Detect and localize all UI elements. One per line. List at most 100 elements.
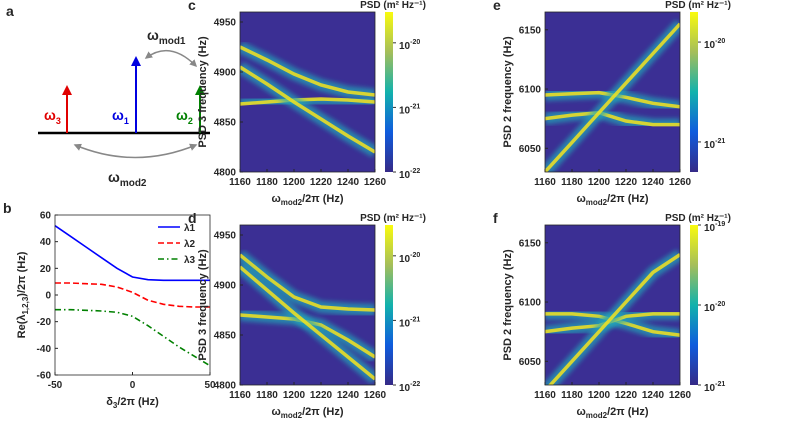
plot-background: [55, 215, 210, 375]
tick-exponent: -22: [410, 168, 420, 175]
x-tick-label: 1220: [615, 177, 638, 188]
tick-exponent: -20: [410, 252, 420, 259]
y-tick-label: -20: [37, 317, 52, 328]
tick-base: 10: [399, 170, 411, 181]
subscript: 2: [188, 116, 193, 126]
mod-label: ωmod2: [108, 169, 147, 189]
mod-label: ωmod1: [147, 27, 186, 47]
spectrogram: [240, 250, 375, 384]
line: [55, 308, 211, 367]
spectral-band: [548, 253, 680, 385]
colorbar: [385, 225, 393, 385]
symbol: ω: [147, 27, 159, 43]
tick-exponent: -21: [410, 103, 420, 110]
tick-base: 10: [704, 383, 716, 394]
colorbar-tick-label: 10-20: [399, 39, 420, 52]
spectral-band: [240, 45, 375, 97]
label-text: δ: [106, 396, 113, 408]
x-tick-label: 1180: [256, 177, 278, 188]
legend-label: λ3: [184, 255, 196, 266]
x-tick-label: 1160: [534, 390, 556, 401]
colorbar: [385, 12, 393, 172]
spectral-band: [545, 110, 680, 127]
x-tick-label: 1220: [615, 390, 638, 401]
panel-label: f: [493, 210, 498, 226]
omega-label: ω3: [44, 107, 61, 126]
panel-label: b: [3, 200, 12, 216]
x-tick-label: 1240: [642, 177, 665, 188]
x-tick-label: 1160: [229, 390, 251, 401]
label-text: /2π (Hz): [607, 193, 649, 205]
colorbar-tick-label: 10-19: [704, 221, 725, 234]
colorbar-title: PSD (m² Hz⁻¹): [360, 213, 426, 224]
tick-exponent: -22: [410, 381, 420, 388]
plot-frame: [239, 224, 376, 386]
x-tick-label: 1160: [534, 177, 556, 188]
colorbar-title: PSD (m² Hz⁻¹): [360, 0, 426, 11]
axis-label: δ3/2π (Hz): [106, 396, 159, 410]
panel-label: a: [6, 3, 14, 19]
y-tick-label: 60: [40, 211, 52, 222]
tick-exponent: -20: [715, 301, 725, 308]
colorbar-tick-label: 10-21: [399, 316, 420, 329]
subscript: mod2: [120, 178, 147, 189]
omega-label: ω2: [176, 107, 193, 126]
colorbar: [690, 225, 698, 385]
x-tick-label: 1180: [256, 390, 278, 401]
y-tick-label: 4800: [214, 381, 237, 392]
legend-label: λ2: [184, 239, 196, 250]
y-tick-label: 4900: [214, 68, 237, 79]
x-tick-label: 1200: [283, 390, 306, 401]
label-subscript: 3: [113, 401, 118, 410]
y-tick-label: 4850: [214, 331, 237, 342]
label-subscript: mod2: [586, 411, 608, 420]
axis-label: Re(λ1,2,3)/2π (Hz): [16, 251, 30, 338]
subscript: 3: [56, 116, 61, 126]
panel-label: c: [188, 0, 196, 13]
tick-base: 10: [704, 140, 716, 151]
label-text: ω: [576, 193, 585, 205]
y-tick-label: 4900: [214, 281, 237, 292]
colorbar-tick-label: 10-21: [399, 103, 420, 116]
tick-base: 10: [399, 383, 411, 394]
x-tick-label: 1240: [642, 390, 665, 401]
plot-frame: [544, 11, 681, 173]
subscript: 1: [124, 116, 129, 126]
y-tick-label: 4950: [214, 231, 237, 242]
x-tick-label: 1180: [561, 390, 583, 401]
y-tick-label: 6100: [519, 85, 542, 96]
x-tick-label: 50: [204, 380, 216, 391]
label-text: ω: [271, 406, 280, 418]
label-text: /2π (Hz): [607, 406, 649, 418]
spectrogram: [240, 41, 375, 158]
x-tick-label: 1160: [229, 177, 251, 188]
x-tick-label: 1200: [283, 177, 306, 188]
y-tick-label: -60: [37, 371, 52, 382]
curved-arrow: [73, 143, 198, 159]
spectral-band: [240, 253, 375, 312]
panel-label: e: [493, 0, 501, 13]
axis-label: PSD 2 frequency (Hz): [502, 36, 514, 148]
tick-base: 10: [704, 40, 716, 51]
label-subscript: mod2: [586, 198, 608, 207]
label-text: /2π (Hz): [302, 193, 344, 205]
label-text: /2π (Hz): [302, 406, 344, 418]
y-tick-label: 6100: [519, 298, 542, 309]
y-tick-label: 6050: [519, 357, 542, 368]
panel-label: d: [188, 210, 197, 226]
axis-label: ωmod2/2π (Hz): [271, 193, 343, 207]
tick-exponent: -19: [715, 221, 725, 228]
curved-arrow: [144, 49, 198, 68]
spectral-band: [240, 65, 375, 154]
colorbar: [690, 12, 698, 172]
y-tick-label: 0: [45, 291, 51, 302]
tick-base: 10: [399, 318, 411, 329]
x-tick-label: 1240: [337, 390, 360, 401]
x-tick-label: 1240: [337, 177, 360, 188]
tick-exponent: -21: [715, 138, 725, 145]
label-text: )/2π (Hz): [16, 251, 28, 296]
legend-label: λ1: [184, 223, 196, 234]
x-tick-label: 1260: [669, 177, 692, 188]
spectrogram: [545, 249, 680, 385]
